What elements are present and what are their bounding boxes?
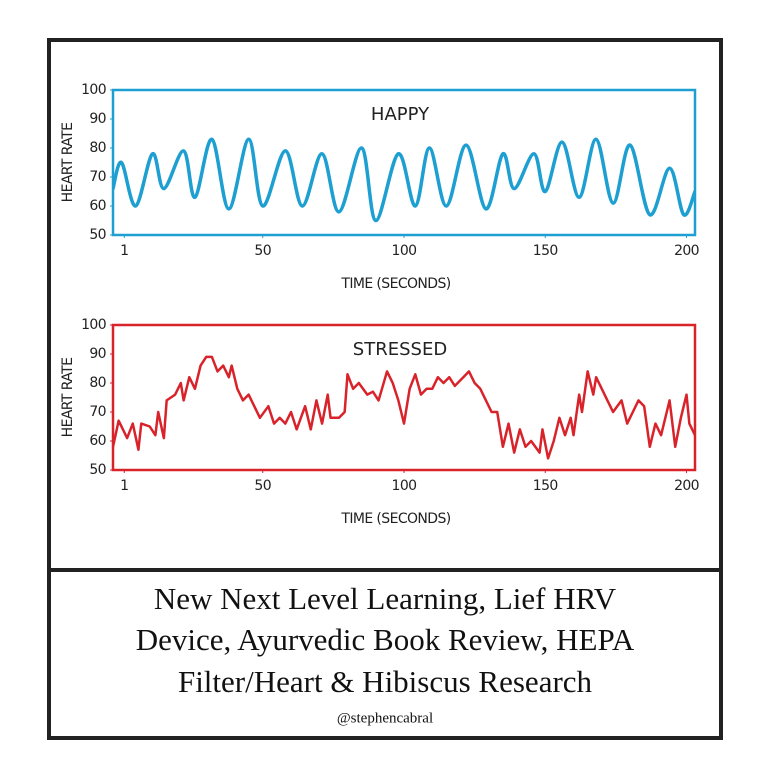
plot-area <box>113 355 695 460</box>
y-tick-label: 70 <box>89 404 106 420</box>
y-axis-label: HEART RATE <box>60 358 76 438</box>
y-tick-label: 60 <box>89 198 106 214</box>
y-tick-label: 100 <box>81 82 106 98</box>
x-tick-label: 150 <box>533 478 558 494</box>
caption-line: New Next Level Learning, Lief HRV <box>154 581 617 616</box>
x-axis-label: TIME (SECONDS) <box>340 276 450 292</box>
y-tick-label: 50 <box>89 462 106 478</box>
x-tick-label: 1 <box>120 243 128 259</box>
plot-frame <box>111 323 697 472</box>
x-tick-label: 50 <box>254 243 271 259</box>
x-tick-label: 50 <box>254 478 271 494</box>
chart-title: HAPPY <box>371 104 430 125</box>
y-tick-label: 100 <box>81 317 106 333</box>
x-tick-label: 1 <box>120 478 128 494</box>
data-line <box>113 355 695 460</box>
frame <box>47 38 723 740</box>
x-tick-label: 150 <box>533 243 558 259</box>
x-tick-label: 100 <box>392 478 417 494</box>
caption-line: Device, Ayurvedic Book Review, HEPA <box>136 622 635 657</box>
y-tick-label: 50 <box>89 227 106 243</box>
y-tick-label: 90 <box>89 111 106 127</box>
data-line <box>113 137 695 223</box>
y-tick-label: 60 <box>89 433 106 449</box>
y-tick-label: 80 <box>89 375 106 391</box>
x-tick-label: 200 <box>674 478 699 494</box>
chart-title: STRESSED <box>353 339 447 360</box>
x-tick-label: 200 <box>674 243 699 259</box>
caption-line: Filter/Heart & Hibiscus Research <box>178 664 593 699</box>
y-tick-label: 90 <box>89 346 106 362</box>
x-axis-label: TIME (SECONDS) <box>340 511 450 527</box>
plot-frame <box>111 88 697 237</box>
plot-area <box>113 137 695 223</box>
y-axis-label: HEART RATE <box>60 123 76 203</box>
x-tick-label: 100 <box>392 243 417 259</box>
y-tick-label: 70 <box>89 169 106 185</box>
handle: @stephencabral <box>337 710 433 726</box>
y-tick-label: 80 <box>89 140 106 156</box>
